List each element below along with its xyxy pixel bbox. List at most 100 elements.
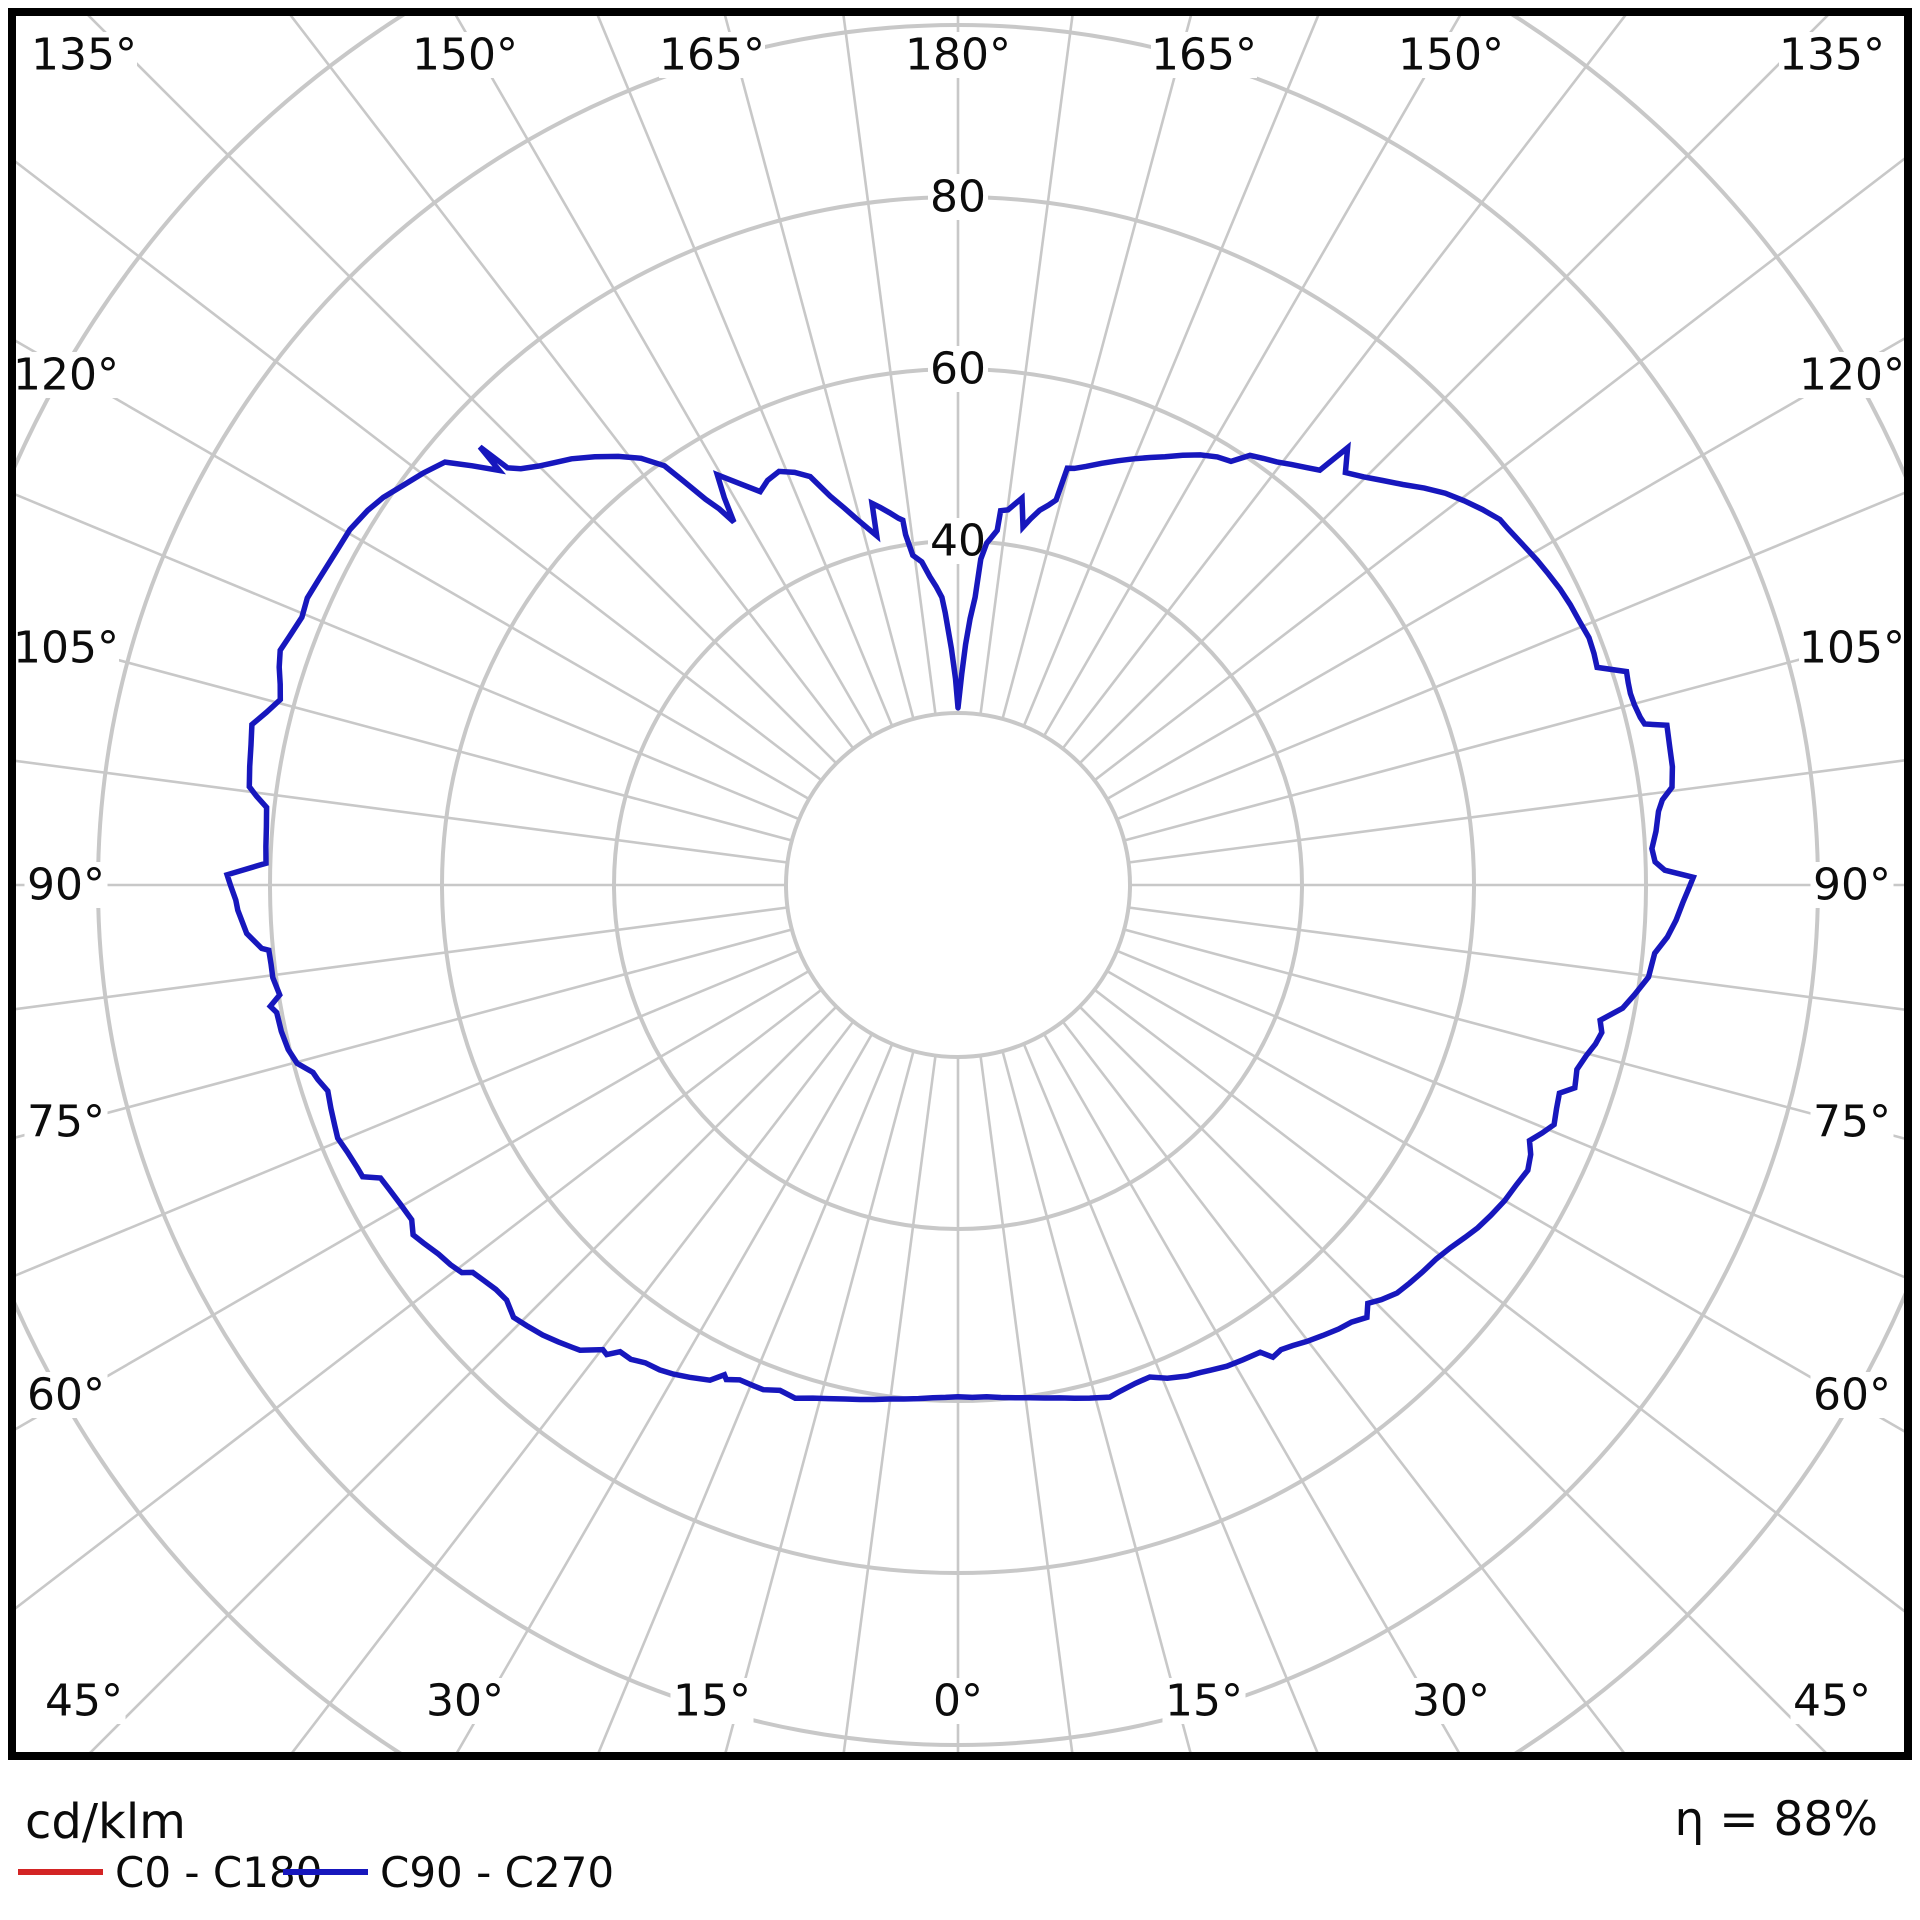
grid-spoke-202.5 xyxy=(596,16,894,727)
grid-spoke-232.5 xyxy=(16,160,823,782)
angle-label-bottom-4: 15° xyxy=(1165,1676,1243,1727)
grid-spoke-97.5 xyxy=(1128,759,1904,864)
ring-label-40-bg xyxy=(928,518,988,564)
angle-label-bottom-0: 45° xyxy=(45,1676,123,1727)
ring-label-60: 60 xyxy=(930,344,986,395)
grid-spoke-352.5 xyxy=(842,1055,937,1752)
angle-label-bottom-2-bg xyxy=(670,1678,754,1724)
grid-spoke-165 xyxy=(1001,16,1193,720)
grid-spoke-322.5 xyxy=(291,1020,855,1752)
angle-label-top-1-bg xyxy=(412,32,518,78)
angle-label-top-0-bg xyxy=(31,32,137,78)
angle-label-bottom-1-bg xyxy=(423,1678,507,1724)
angle-label-bottom-6-bg xyxy=(1790,1678,1874,1724)
angle-label-top-2-bg xyxy=(659,32,765,78)
legend-swatch-c90-c270-icon xyxy=(283,1869,368,1875)
ring-label-80: 80 xyxy=(930,172,986,223)
grid-spoke-120 xyxy=(1106,337,1904,801)
curve-c90-c270 xyxy=(223,441,1698,1403)
legend-item-c0-c180: C0 - C180 xyxy=(18,1846,322,1898)
grid-spoke-292.5 xyxy=(16,949,800,1277)
grid-spoke-82.5 xyxy=(1128,906,1904,1011)
angle-label-left-1: 105° xyxy=(13,623,119,674)
angle-label-left-2-bg xyxy=(24,862,108,908)
grid-spoke-337.5 xyxy=(597,1043,894,1752)
angle-label-bottom-1: 30° xyxy=(426,1676,504,1727)
grid-spoke-45 xyxy=(1078,1005,1827,1752)
grid-spoke-277.5 xyxy=(16,906,788,1011)
grid-spoke-15 xyxy=(1001,1050,1192,1752)
ring-label-60-bg xyxy=(928,346,988,392)
angle-label-bottom-3-bg xyxy=(928,1678,988,1724)
angle-label-top-6: 135° xyxy=(1779,30,1885,81)
grid-spoke-112.5 xyxy=(1116,491,1904,821)
grid-spoke-67.5 xyxy=(1116,949,1904,1279)
angle-label-bottom-2: 15° xyxy=(673,1676,751,1727)
unit-label: cd/klm xyxy=(25,1794,186,1850)
light-output-ratio-label: η = 88% xyxy=(1674,1792,1878,1847)
angle-label-left-0: 120° xyxy=(13,350,119,401)
angle-label-bottom-3: 0° xyxy=(933,1676,983,1727)
ring-label-40: 40 xyxy=(930,516,986,567)
angle-label-top-4: 165° xyxy=(1151,30,1257,81)
angle-label-left-4: 60° xyxy=(27,1370,105,1421)
grid-spoke-60 xyxy=(1106,969,1904,1433)
grid-spoke-247.5 xyxy=(16,493,800,821)
grid-spoke-105 xyxy=(1123,630,1904,842)
angle-label-top-5-bg xyxy=(1398,32,1504,78)
angle-label-bottom-5: 30° xyxy=(1412,1676,1490,1727)
grid-spoke-127.5 xyxy=(1093,157,1904,782)
grid-spoke-315 xyxy=(89,1005,838,1752)
grid-spoke-7.5 xyxy=(979,1055,1074,1752)
grid-spoke-30 xyxy=(1042,1033,1461,1752)
angle-label-top-1: 150° xyxy=(412,30,518,81)
angle-label-right-3-bg xyxy=(1810,1099,1894,1145)
legend-label-c90-c270: C90 - C270 xyxy=(380,1847,615,1897)
grid-spoke-75 xyxy=(1123,928,1904,1140)
grid-spoke-240 xyxy=(16,339,810,801)
grid-spoke-285 xyxy=(16,928,793,1139)
angle-label-left-1-bg xyxy=(13,625,119,671)
grid-spoke-307.5 xyxy=(16,988,823,1610)
angle-label-top-0: 135° xyxy=(31,30,137,81)
angle-label-bottom-6: 45° xyxy=(1793,1676,1871,1727)
grid-spoke-262.5 xyxy=(16,759,788,864)
grid-spoke-255 xyxy=(16,631,793,842)
ring-label-80-bg xyxy=(928,174,988,220)
grid-spoke-52.5 xyxy=(1093,988,1904,1613)
grid-spoke-157.5 xyxy=(1022,16,1320,727)
grid-spoke-37.5 xyxy=(1061,1020,1625,1752)
angle-label-right-0-bg xyxy=(1799,352,1905,398)
angle-label-right-2-bg xyxy=(1810,862,1894,908)
grid-spoke-210 xyxy=(454,16,874,737)
grid-spoke-22.5 xyxy=(1022,1043,1319,1752)
angle-label-bottom-4-bg xyxy=(1162,1678,1246,1724)
angle-label-right-4-bg xyxy=(1810,1372,1894,1418)
grid-spoke-300 xyxy=(16,969,810,1431)
angle-label-top-3-bg xyxy=(905,32,1011,78)
angle-label-top-3: 180° xyxy=(905,30,1011,81)
grid-spoke-217.5 xyxy=(289,16,855,750)
grid-spoke-142.5 xyxy=(1061,16,1627,750)
angle-label-top-6-bg xyxy=(1779,32,1885,78)
angle-label-top-2: 165° xyxy=(659,30,765,81)
legend-swatch-c0-c180-icon xyxy=(18,1869,103,1875)
angle-label-right-1-bg xyxy=(1799,625,1905,671)
plot-frame xyxy=(8,8,1912,1760)
angle-label-left-2: 90° xyxy=(27,860,105,911)
grid-spoke-330 xyxy=(455,1033,874,1752)
grid-spoke-187.5 xyxy=(842,16,937,715)
angle-label-right-4: 60° xyxy=(1813,1370,1891,1421)
angle-label-top-4-bg xyxy=(1151,32,1257,78)
grid-spoke-345 xyxy=(724,1050,915,1752)
angle-label-bottom-5-bg xyxy=(1409,1678,1493,1724)
angle-label-right-2: 90° xyxy=(1813,860,1891,911)
angle-label-left-3-bg xyxy=(24,1099,108,1145)
axis-labels: 135° 150° 165° 180° 165° 150° 135° 45° 30° 15° 0° 1… xyxy=(13,30,1905,1727)
grid-spoke-150 xyxy=(1042,16,1462,737)
angle-label-left-3: 75° xyxy=(27,1097,105,1148)
legend-item-c90-c270: C90 - C270 xyxy=(283,1846,614,1898)
